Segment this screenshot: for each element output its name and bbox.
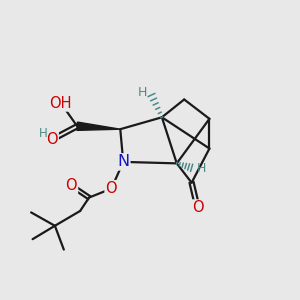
Text: H: H xyxy=(196,162,206,175)
Text: O: O xyxy=(106,181,117,196)
Text: O: O xyxy=(65,178,77,193)
Text: N: N xyxy=(117,154,129,169)
Text: H: H xyxy=(39,127,47,140)
Text: OH: OH xyxy=(50,95,72,110)
Polygon shape xyxy=(77,122,120,130)
Text: O: O xyxy=(46,132,58,147)
Text: H: H xyxy=(138,86,147,99)
Text: O: O xyxy=(192,200,203,215)
